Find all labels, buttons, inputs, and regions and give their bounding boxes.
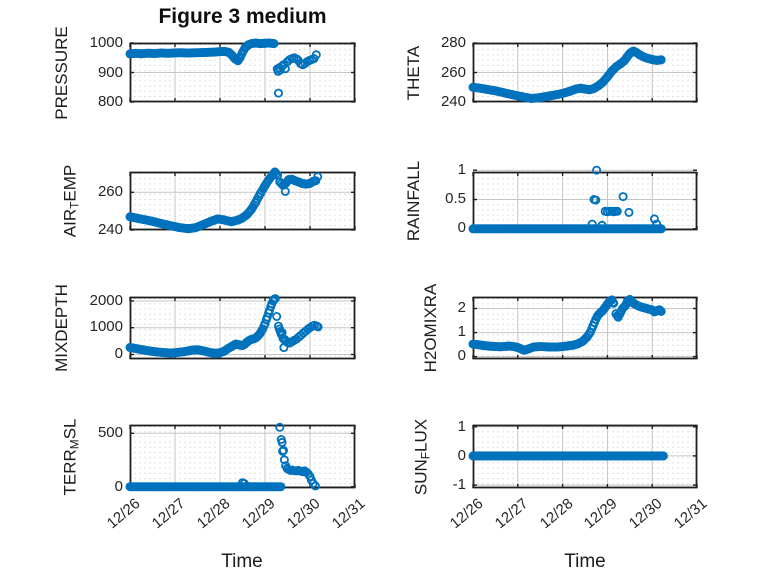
plot-canvas-rainfall xyxy=(468,165,698,233)
y-tick-label: 2 xyxy=(457,299,466,317)
x-tick-label: 12/31 xyxy=(671,495,711,533)
y-tick-label: 2000 xyxy=(89,291,123,309)
x-tick-label: 12/26 xyxy=(447,495,487,533)
plot-canvas-air-temp xyxy=(125,167,356,233)
y-tick-label: 1 xyxy=(457,417,466,435)
y-axis-label-sun-flux: SUNFLUX xyxy=(411,418,433,496)
y-tick-label: 0.5 xyxy=(445,190,466,208)
y-tick-label: 0 xyxy=(457,447,466,465)
y-tick-label: 240 xyxy=(97,220,123,238)
x-tick-label: 12/27 xyxy=(492,495,532,533)
plot-canvas-terr-msl xyxy=(125,422,356,492)
y-tick-label: 1000 xyxy=(89,34,123,52)
y-axis-label-air-temp: AIRTEMP xyxy=(60,164,82,238)
plot-canvas-pressure xyxy=(125,38,356,103)
y-axis-label-theta: THETA xyxy=(404,45,423,101)
x-axis-title-right: Time xyxy=(564,551,606,572)
x-tick-label: 12/30 xyxy=(626,495,666,533)
y-axis-label-rainfall: RAINFALL xyxy=(404,160,423,242)
y-tick-label: 1 xyxy=(457,160,466,178)
figure-title: Figure 3 medium xyxy=(158,5,327,28)
x-tick-label: 12/28 xyxy=(194,495,234,533)
plot-canvas-h2omixra xyxy=(468,294,698,359)
plot-canvas-mixdepth xyxy=(125,293,356,359)
y-axis-label-h2omixra: H2OMIXRA xyxy=(421,283,440,373)
x-tick-label: 12/26 xyxy=(104,495,144,533)
x-tick-label: 12/29 xyxy=(581,495,621,533)
y-axis-label-mixdepth: MIXDEPTH xyxy=(52,284,71,372)
y-tick-label: 900 xyxy=(97,63,123,81)
plot-canvas-sun-flux xyxy=(468,424,698,489)
x-tick-label: 12/27 xyxy=(149,495,189,533)
x-tick-label: 12/28 xyxy=(537,495,577,533)
plot-canvas-theta xyxy=(468,42,698,104)
x-axis-title-left: Time xyxy=(221,551,263,572)
y-tick-label: 500 xyxy=(97,424,123,442)
y-tick-label: 260 xyxy=(97,182,123,200)
y-tick-label: 0 xyxy=(457,219,466,237)
y-tick-label: 0 xyxy=(114,345,123,363)
y-tick-label: 260 xyxy=(440,63,466,81)
x-tick-label: 12/31 xyxy=(329,495,369,533)
y-tick-label: 240 xyxy=(440,93,466,111)
y-tick-label: 0 xyxy=(457,347,466,365)
y-tick-label: -1 xyxy=(452,476,466,494)
y-tick-label: 800 xyxy=(97,93,123,111)
y-tick-label: 0 xyxy=(114,477,123,495)
y-tick-label: 280 xyxy=(440,34,466,52)
y-tick-label: 1000 xyxy=(89,318,123,336)
y-axis-label-pressure: PRESSURE xyxy=(52,26,71,120)
y-tick-label: 1 xyxy=(457,323,466,341)
y-axis-label-terr-msl: TERRMSL xyxy=(60,418,82,496)
x-tick-label: 12/30 xyxy=(284,495,324,533)
x-tick-label: 12/29 xyxy=(239,495,279,533)
